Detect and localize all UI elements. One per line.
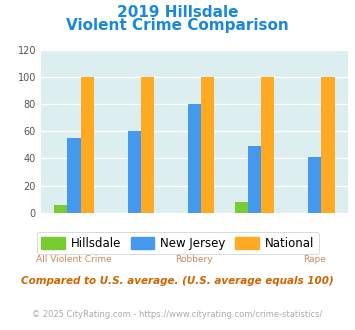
Bar [141, 77, 154, 213]
Text: © 2025 CityRating.com - https://www.cityrating.com/crime-statistics/: © 2025 CityRating.com - https://www.city… [32, 310, 323, 319]
Text: Robbery: Robbery [176, 255, 213, 264]
Bar [188, 104, 201, 213]
Bar [54, 205, 67, 213]
Text: Murder & Mans...: Murder & Mans... [95, 232, 173, 242]
Bar [308, 157, 321, 213]
Text: 2019 Hillsdale: 2019 Hillsdale [117, 5, 238, 20]
Bar [235, 202, 248, 213]
Bar [127, 131, 141, 213]
Text: All Violent Crime: All Violent Crime [36, 255, 112, 264]
Text: Compared to U.S. average. (U.S. average equals 100): Compared to U.S. average. (U.S. average … [21, 276, 334, 285]
Text: Aggravated Assault: Aggravated Assault [210, 232, 299, 242]
Bar [321, 77, 335, 213]
Bar [261, 77, 274, 213]
Bar [67, 138, 81, 213]
Bar [248, 146, 261, 213]
Legend: Hillsdale, New Jersey, National: Hillsdale, New Jersey, National [37, 232, 318, 254]
Text: Violent Crime Comparison: Violent Crime Comparison [66, 18, 289, 33]
Bar [201, 77, 214, 213]
Text: Rape: Rape [303, 255, 326, 264]
Bar [81, 77, 94, 213]
